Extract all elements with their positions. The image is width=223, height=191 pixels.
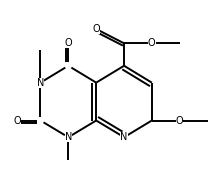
Text: O: O	[176, 116, 184, 125]
Text: O: O	[64, 38, 72, 48]
Text: O: O	[13, 116, 21, 125]
Text: O: O	[92, 24, 100, 34]
Text: N: N	[120, 132, 128, 142]
Text: O: O	[148, 38, 156, 48]
Text: N: N	[37, 78, 44, 88]
Text: N: N	[65, 132, 72, 142]
